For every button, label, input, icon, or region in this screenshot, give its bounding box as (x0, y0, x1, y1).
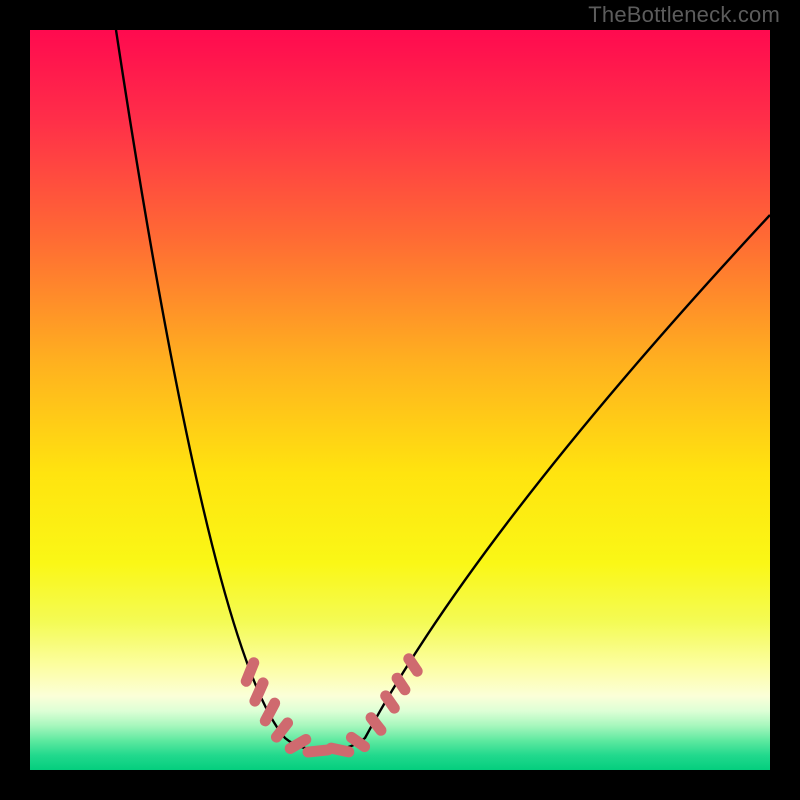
curve-marker (409, 659, 417, 671)
curve-marker (397, 678, 405, 690)
curve-marker (308, 750, 328, 752)
curve-path (116, 30, 770, 751)
curve-layer (30, 30, 770, 770)
curve-marker (331, 748, 349, 752)
curve-marker (290, 740, 306, 749)
bottleneck-curve (116, 30, 770, 751)
curve-marker (255, 683, 263, 701)
curve-marker (246, 663, 254, 682)
curve-marker (276, 723, 287, 737)
curve-marker (386, 696, 395, 708)
curve-marker (351, 737, 364, 746)
chart-stage: TheBottleneck.com (0, 0, 800, 800)
curve-marker (265, 703, 274, 721)
curve-marker (371, 718, 381, 731)
curve-markers (246, 659, 417, 752)
plot-area (30, 30, 770, 770)
watermark-text: TheBottleneck.com (588, 2, 780, 28)
